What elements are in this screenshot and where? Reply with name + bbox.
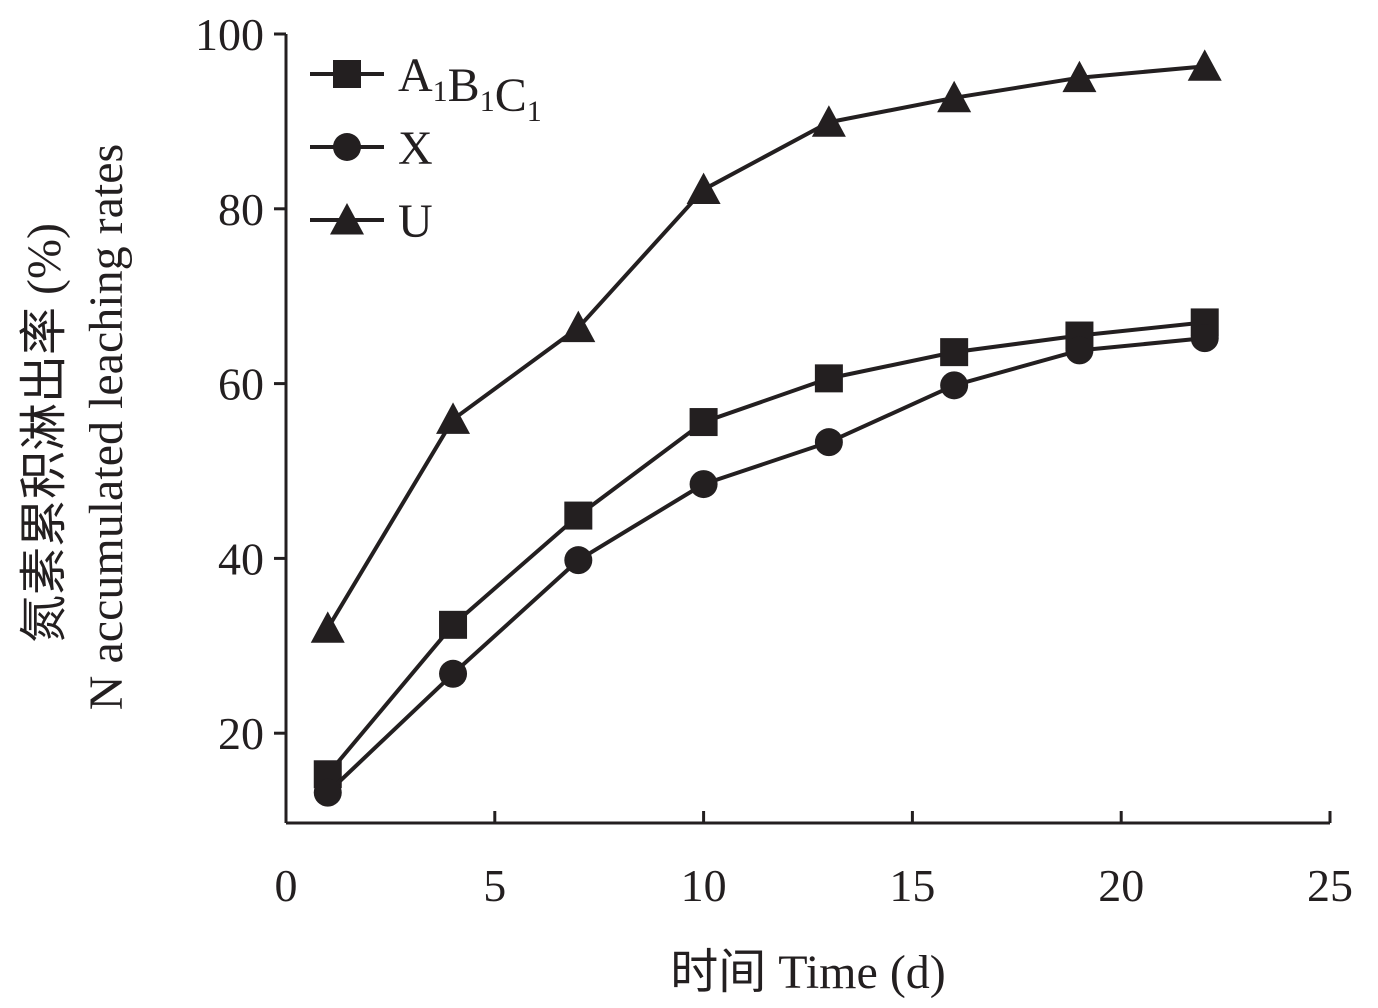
legend-label-letter: A [398, 49, 433, 102]
y-axis-title-en: N accumulated leaching rates [80, 144, 133, 710]
legend-item-a1b1c1: A1B1C1 [310, 49, 542, 128]
series-line [326, 64, 1205, 630]
series-line [326, 320, 1205, 776]
series-x [313, 324, 1219, 807]
y-tick-label: 40 [218, 533, 264, 584]
y-tick-label: 100 [195, 9, 264, 60]
data-point [561, 310, 596, 343]
legend-label-subscript: 1 [527, 95, 542, 128]
series-u [310, 49, 1222, 643]
legend-item-x: X [310, 122, 433, 175]
legend-label-subscript: 1 [433, 75, 448, 108]
data-point [814, 428, 843, 457]
legend-marker [333, 60, 361, 88]
y-axis-title-cn: 氮素累积淋出率 (%) [18, 223, 71, 643]
x-tick-label: 25 [1307, 860, 1353, 911]
x-tick-label: 5 [483, 860, 506, 911]
x-axis-title: 时间 Time (d) [670, 946, 946, 999]
legend-label: A1B1C1 [398, 49, 542, 128]
x-tick-label: 20 [1098, 860, 1144, 911]
data-point [811, 105, 846, 137]
series-line [326, 336, 1205, 795]
legend-label: U [398, 195, 433, 248]
series-a1b1c1 [313, 308, 1219, 789]
data-point [439, 659, 468, 688]
data-point [940, 371, 969, 400]
data-point [1062, 60, 1097, 93]
legend-marker [333, 133, 361, 161]
legend-label: X [398, 122, 433, 175]
data-point [940, 338, 969, 367]
data-point [689, 408, 718, 437]
y-tick-label: 80 [218, 184, 264, 235]
series-layer [310, 49, 1222, 807]
data-point [686, 172, 721, 205]
data-point [564, 546, 593, 575]
legend-marker [330, 203, 364, 235]
data-point [436, 402, 471, 434]
data-point [814, 364, 843, 393]
legend-label-letter: B [448, 59, 480, 112]
ticks: 20 40 60 80 100 0 5 10 15 20 25 [195, 9, 1353, 911]
y-tick-label: 60 [218, 359, 264, 410]
data-point [1187, 49, 1222, 81]
data-point [313, 778, 342, 807]
legend-label-letter: C [495, 69, 527, 122]
data-point [439, 610, 468, 639]
y-tick-label: 20 [218, 708, 264, 759]
data-point [1065, 336, 1094, 365]
data-point [689, 470, 718, 499]
data-point [564, 501, 593, 530]
legend-label-subscript: 1 [480, 85, 495, 118]
data-point [937, 80, 972, 113]
axes [284, 34, 1330, 825]
data-point [310, 611, 345, 643]
x-tick-label: 10 [681, 860, 727, 911]
y-axis-title: 氮素累积淋出率 (%) N accumulated leaching rates [18, 144, 133, 710]
legend-item-u: U [310, 195, 433, 248]
x-tick-label: 0 [275, 860, 298, 911]
data-point [1190, 324, 1219, 353]
x-tick-label: 15 [889, 860, 935, 911]
